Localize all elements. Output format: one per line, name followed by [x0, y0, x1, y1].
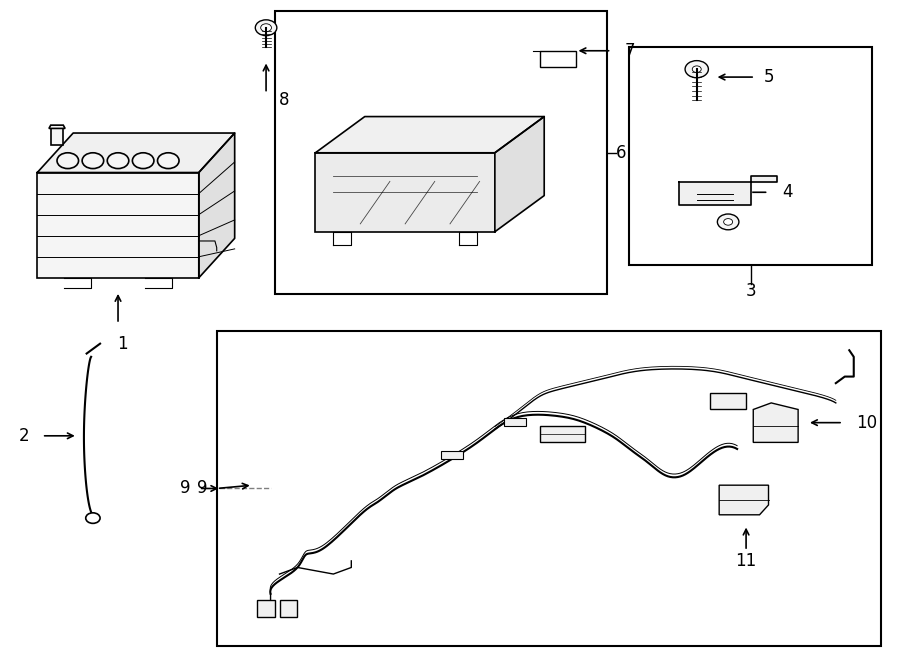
Polygon shape — [315, 153, 495, 232]
Bar — [540, 426, 585, 442]
Bar — [257, 600, 275, 617]
Polygon shape — [495, 116, 544, 232]
Bar — [280, 600, 298, 617]
Polygon shape — [37, 133, 235, 173]
Circle shape — [685, 61, 708, 78]
Text: 3: 3 — [745, 282, 756, 300]
Polygon shape — [719, 485, 769, 515]
Text: 8: 8 — [279, 91, 289, 109]
Bar — [504, 418, 526, 426]
Circle shape — [82, 153, 104, 169]
Bar — [441, 451, 464, 459]
Circle shape — [724, 219, 733, 225]
Polygon shape — [315, 116, 544, 153]
Bar — [275, 11, 607, 294]
Polygon shape — [49, 125, 65, 128]
Bar — [629, 48, 872, 264]
Text: 10: 10 — [857, 414, 878, 432]
Text: 1: 1 — [117, 334, 128, 353]
Circle shape — [86, 513, 100, 524]
Text: 2: 2 — [19, 427, 29, 445]
Circle shape — [256, 20, 277, 36]
Text: 5: 5 — [763, 68, 774, 86]
Text: 7: 7 — [625, 42, 634, 59]
Text: 9: 9 — [180, 479, 191, 498]
Bar — [540, 51, 576, 67]
Circle shape — [132, 153, 154, 169]
Circle shape — [158, 153, 179, 169]
Polygon shape — [37, 173, 199, 278]
Bar — [50, 128, 63, 145]
Text: 4: 4 — [782, 183, 793, 201]
Circle shape — [692, 66, 701, 73]
Text: 11: 11 — [735, 552, 757, 570]
Bar — [217, 330, 881, 646]
Text: 9: 9 — [197, 479, 208, 498]
Polygon shape — [679, 176, 778, 206]
Circle shape — [717, 214, 739, 230]
Polygon shape — [753, 403, 798, 442]
Bar — [710, 393, 746, 409]
Circle shape — [57, 153, 78, 169]
Text: 6: 6 — [616, 144, 626, 162]
Circle shape — [107, 153, 129, 169]
Polygon shape — [199, 133, 235, 278]
Circle shape — [261, 24, 272, 32]
